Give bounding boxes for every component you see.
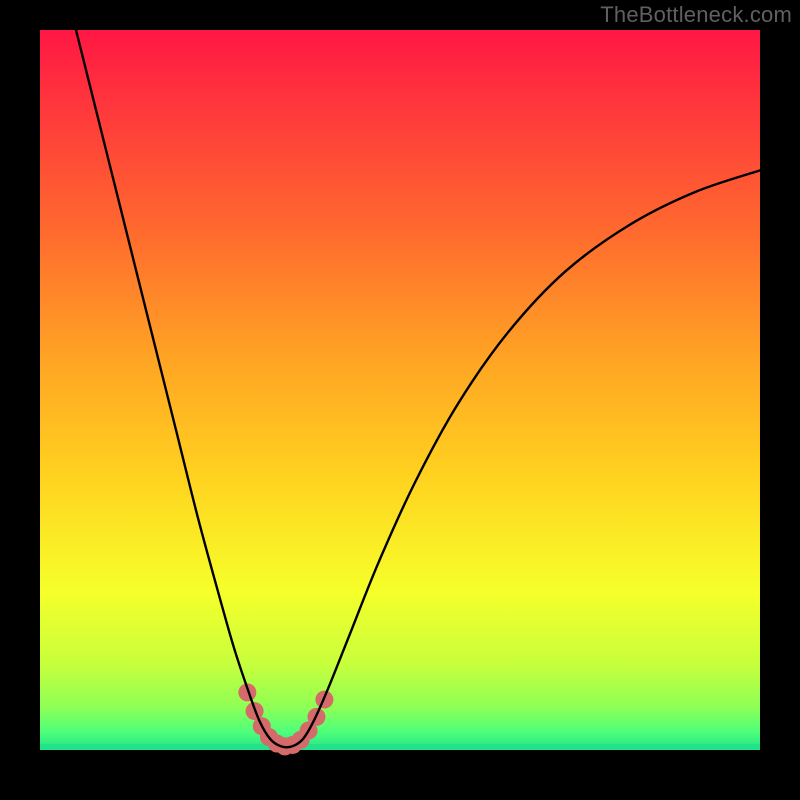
chart-container: { "watermark": { "text": "TheBottleneck.… (0, 0, 800, 800)
plot-background (40, 30, 760, 750)
plot-bottom-band (40, 744, 760, 750)
watermark-text: TheBottleneck.com (600, 2, 792, 28)
bottleneck-chart (0, 0, 800, 800)
